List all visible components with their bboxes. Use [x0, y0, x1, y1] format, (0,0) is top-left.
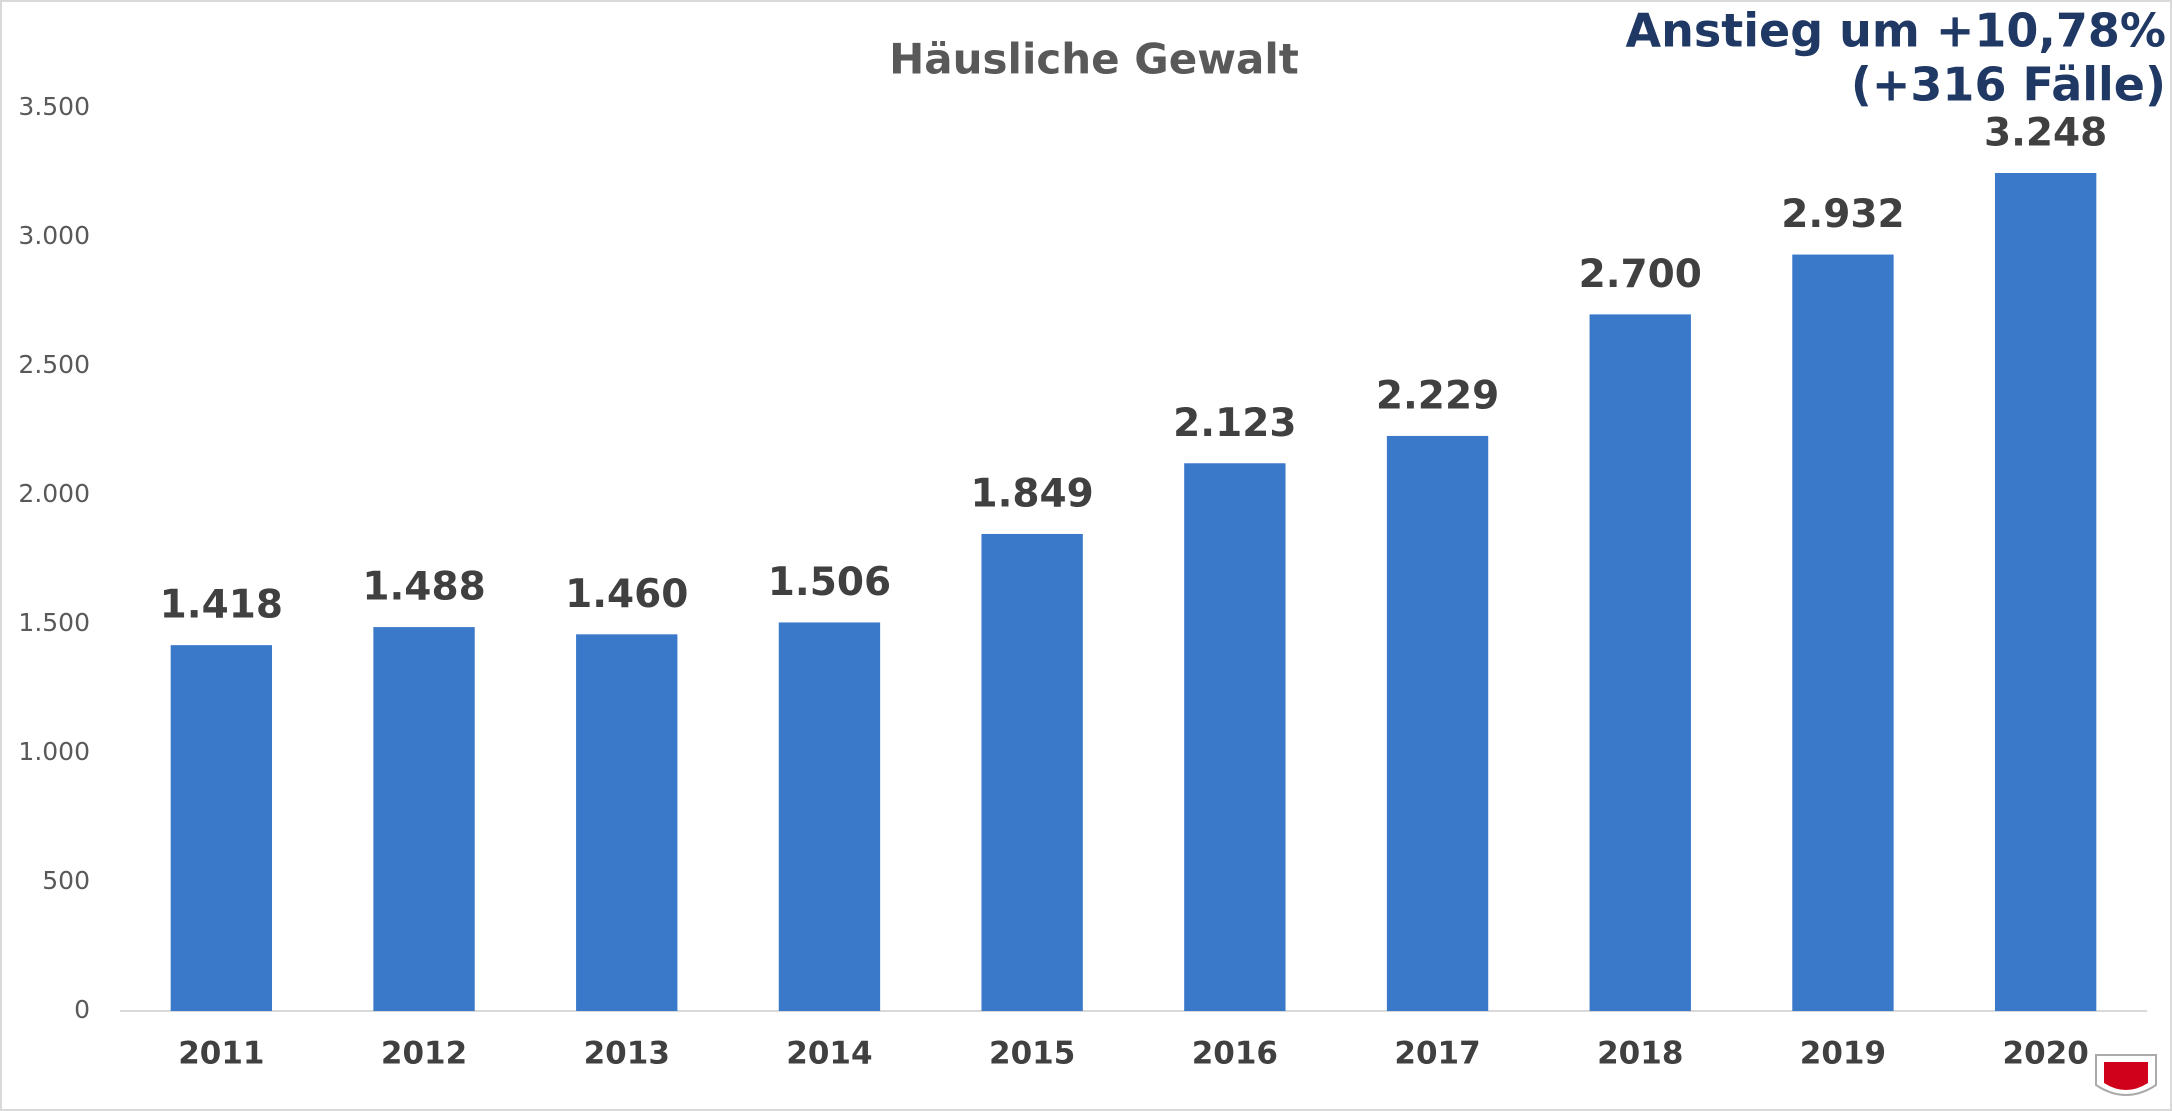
x-tick-label: 2015 [989, 1036, 1075, 1072]
y-tick-label: 2.500 [18, 350, 90, 379]
bar [1792, 254, 1894, 1011]
bar [778, 622, 881, 1011]
bar [1386, 435, 1489, 1012]
y-tick-label: 0 [74, 995, 90, 1024]
y-tick-label: 2.000 [18, 479, 90, 508]
bar [1589, 314, 1691, 1011]
x-tick-label: 2019 [1800, 1036, 1886, 1072]
x-tick-label: 2014 [786, 1036, 872, 1072]
bar [373, 627, 475, 1011]
y-tick-label: 1.500 [18, 608, 90, 637]
chart-title: Häusliche Gewalt [889, 35, 1299, 84]
y-tick-label: 3.500 [18, 92, 90, 121]
logo [2095, 1054, 2157, 1096]
bar [1184, 463, 1286, 1011]
y-tick-label: 1.000 [18, 737, 90, 766]
data-label: 2.123 [1173, 401, 1296, 446]
x-tick-label: 2013 [584, 1036, 670, 1072]
data-label: 2.932 [1781, 192, 1904, 237]
bar [1994, 173, 2097, 1012]
x-tick-label: 2012 [381, 1036, 467, 1072]
x-tick-label: 2016 [1192, 1036, 1278, 1072]
annotation: (+316 Fälle) [1851, 58, 2166, 112]
bar [576, 634, 678, 1011]
y-tick-label: 500 [42, 866, 90, 895]
data-label: 1.506 [768, 560, 891, 605]
annotation: Anstieg um +10,78% [1626, 4, 2166, 58]
data-label: 1.488 [362, 565, 485, 610]
x-tick-label: 2011 [178, 1036, 264, 1072]
x-tick-label: 2017 [1394, 1036, 1480, 1072]
data-label: 3.248 [1984, 111, 2107, 156]
bar [170, 645, 273, 1011]
x-tick-label: 2018 [1597, 1036, 1683, 1072]
x-tick-label: 2020 [2003, 1036, 2089, 1072]
y-tick-label: 3.000 [18, 221, 90, 250]
data-label: 1.460 [565, 572, 688, 617]
data-label: 2.700 [1579, 252, 1702, 297]
bar [981, 533, 1083, 1011]
data-label: 1.849 [970, 471, 1093, 516]
data-label: 2.229 [1376, 373, 1499, 418]
data-label: 1.418 [160, 583, 283, 628]
